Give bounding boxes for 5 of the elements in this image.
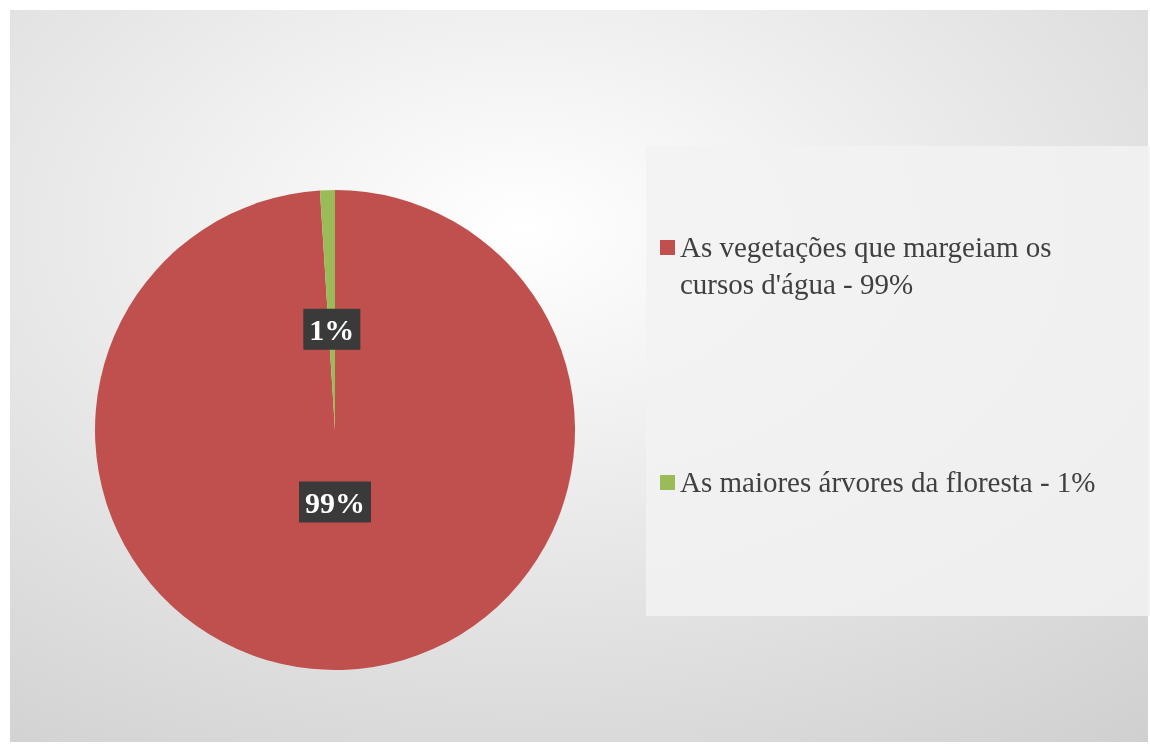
legend-label: As vegetações que margeiam os cursos d'água - 99% — [680, 231, 1052, 300]
data-label: 1% — [309, 312, 355, 346]
legend-label: As maiores árvores da floresta - 1% — [680, 466, 1096, 498]
pie-slice — [95, 190, 575, 670]
data-label: 99% — [305, 485, 365, 519]
